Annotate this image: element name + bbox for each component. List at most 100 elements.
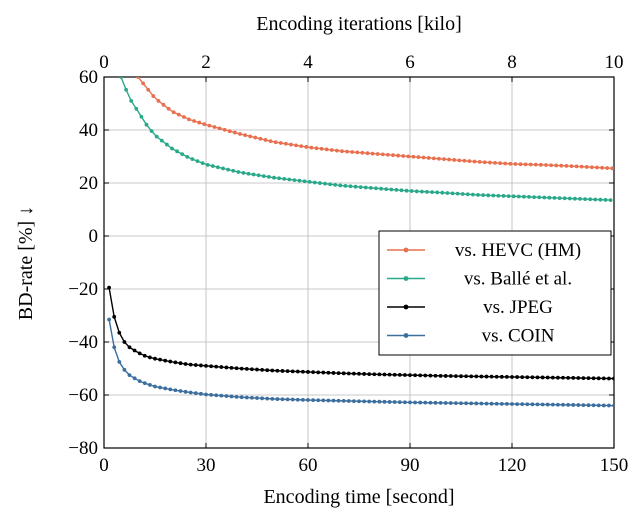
x-tick-label: 150 bbox=[600, 455, 629, 476]
series bbox=[107, 77, 614, 408]
data-point bbox=[367, 399, 372, 404]
series-3 bbox=[107, 317, 614, 408]
data-point bbox=[353, 184, 358, 189]
data-point bbox=[260, 396, 264, 401]
data-point bbox=[352, 399, 356, 404]
data-point bbox=[117, 330, 122, 335]
data-point bbox=[200, 161, 205, 166]
series-0 bbox=[136, 77, 614, 171]
data-point bbox=[433, 400, 438, 405]
data-point bbox=[516, 194, 521, 199]
data-point bbox=[144, 122, 149, 127]
data-point bbox=[525, 375, 530, 380]
data-point bbox=[550, 375, 555, 380]
data-point bbox=[426, 156, 431, 160]
data-point bbox=[234, 394, 239, 399]
data-point bbox=[391, 153, 395, 158]
data-point bbox=[275, 368, 280, 373]
data-point bbox=[379, 186, 383, 191]
data-point bbox=[367, 372, 372, 377]
data-point bbox=[178, 361, 183, 366]
data-point bbox=[535, 375, 540, 380]
data-point bbox=[324, 147, 329, 152]
data-point bbox=[382, 372, 387, 377]
data-point bbox=[408, 400, 412, 405]
legend: vs. HEVC (HM) vs. Ballé et al. vs. JPEG vs.… bbox=[378, 230, 612, 356]
data-point bbox=[605, 166, 610, 170]
data-point bbox=[537, 195, 542, 200]
data-point bbox=[494, 401, 499, 406]
data-point bbox=[503, 161, 508, 166]
data-point bbox=[209, 392, 214, 397]
data-point bbox=[423, 400, 428, 405]
data-point bbox=[603, 197, 608, 202]
data-point bbox=[176, 112, 181, 117]
data-point bbox=[557, 196, 562, 201]
data-point bbox=[158, 385, 163, 390]
data-point bbox=[596, 376, 601, 381]
data-point bbox=[416, 155, 421, 160]
data-point bbox=[153, 384, 157, 389]
data-point bbox=[190, 157, 195, 162]
data-point bbox=[443, 401, 448, 405]
data-point bbox=[571, 376, 576, 380]
data-point bbox=[224, 365, 229, 370]
data-point bbox=[193, 363, 198, 367]
data-point bbox=[280, 397, 285, 402]
data-point bbox=[161, 102, 166, 107]
data-point bbox=[494, 374, 499, 379]
data-point bbox=[355, 150, 360, 155]
data-point bbox=[399, 188, 404, 193]
x-tick-label: 120 bbox=[498, 455, 527, 476]
data-point bbox=[124, 87, 128, 92]
legend-marker bbox=[403, 304, 409, 310]
data-point bbox=[244, 367, 249, 371]
data-point bbox=[438, 373, 443, 378]
data-point bbox=[530, 375, 535, 380]
data-point bbox=[448, 401, 453, 405]
data-point bbox=[265, 396, 270, 401]
data-point bbox=[372, 372, 377, 377]
data-point bbox=[136, 77, 140, 79]
data-point bbox=[112, 314, 117, 319]
data-point bbox=[499, 401, 504, 406]
data-point bbox=[464, 374, 468, 379]
data-point bbox=[421, 155, 426, 160]
data-point bbox=[336, 398, 341, 403]
data-point bbox=[141, 81, 146, 86]
data-point bbox=[528, 162, 533, 167]
data-point bbox=[408, 373, 412, 378]
data-point bbox=[389, 187, 394, 192]
legend-label: vs. Ballé et al. bbox=[464, 269, 572, 290]
y-tick-label: 40 bbox=[79, 120, 98, 141]
data-point bbox=[481, 193, 485, 198]
data-point bbox=[319, 146, 324, 151]
data-point bbox=[362, 399, 366, 404]
data-point bbox=[386, 152, 390, 157]
data-point bbox=[360, 150, 365, 155]
data-point bbox=[241, 171, 246, 175]
data-point bbox=[119, 77, 123, 79]
data-point bbox=[591, 403, 596, 408]
data-point bbox=[221, 166, 225, 171]
data-point bbox=[505, 375, 509, 379]
data-point bbox=[518, 162, 523, 167]
data-point bbox=[437, 156, 441, 161]
data-point bbox=[581, 403, 586, 408]
data-point bbox=[431, 156, 436, 161]
data-point bbox=[404, 188, 409, 193]
data-point bbox=[479, 401, 484, 406]
data-point bbox=[137, 351, 142, 356]
y-tick-label: 20 bbox=[79, 173, 98, 194]
data-point bbox=[335, 148, 339, 153]
y-tick-label: 0 bbox=[89, 226, 99, 247]
x-tick-label: 60 bbox=[299, 455, 318, 476]
x2-axis-title: Encoding iterations [kilo] bbox=[256, 13, 462, 35]
data-point bbox=[438, 401, 443, 405]
data-point bbox=[163, 358, 168, 363]
legend-marker bbox=[403, 247, 409, 253]
data-point bbox=[530, 402, 535, 407]
data-point bbox=[474, 401, 479, 406]
data-point bbox=[129, 98, 134, 103]
data-point bbox=[132, 376, 137, 381]
